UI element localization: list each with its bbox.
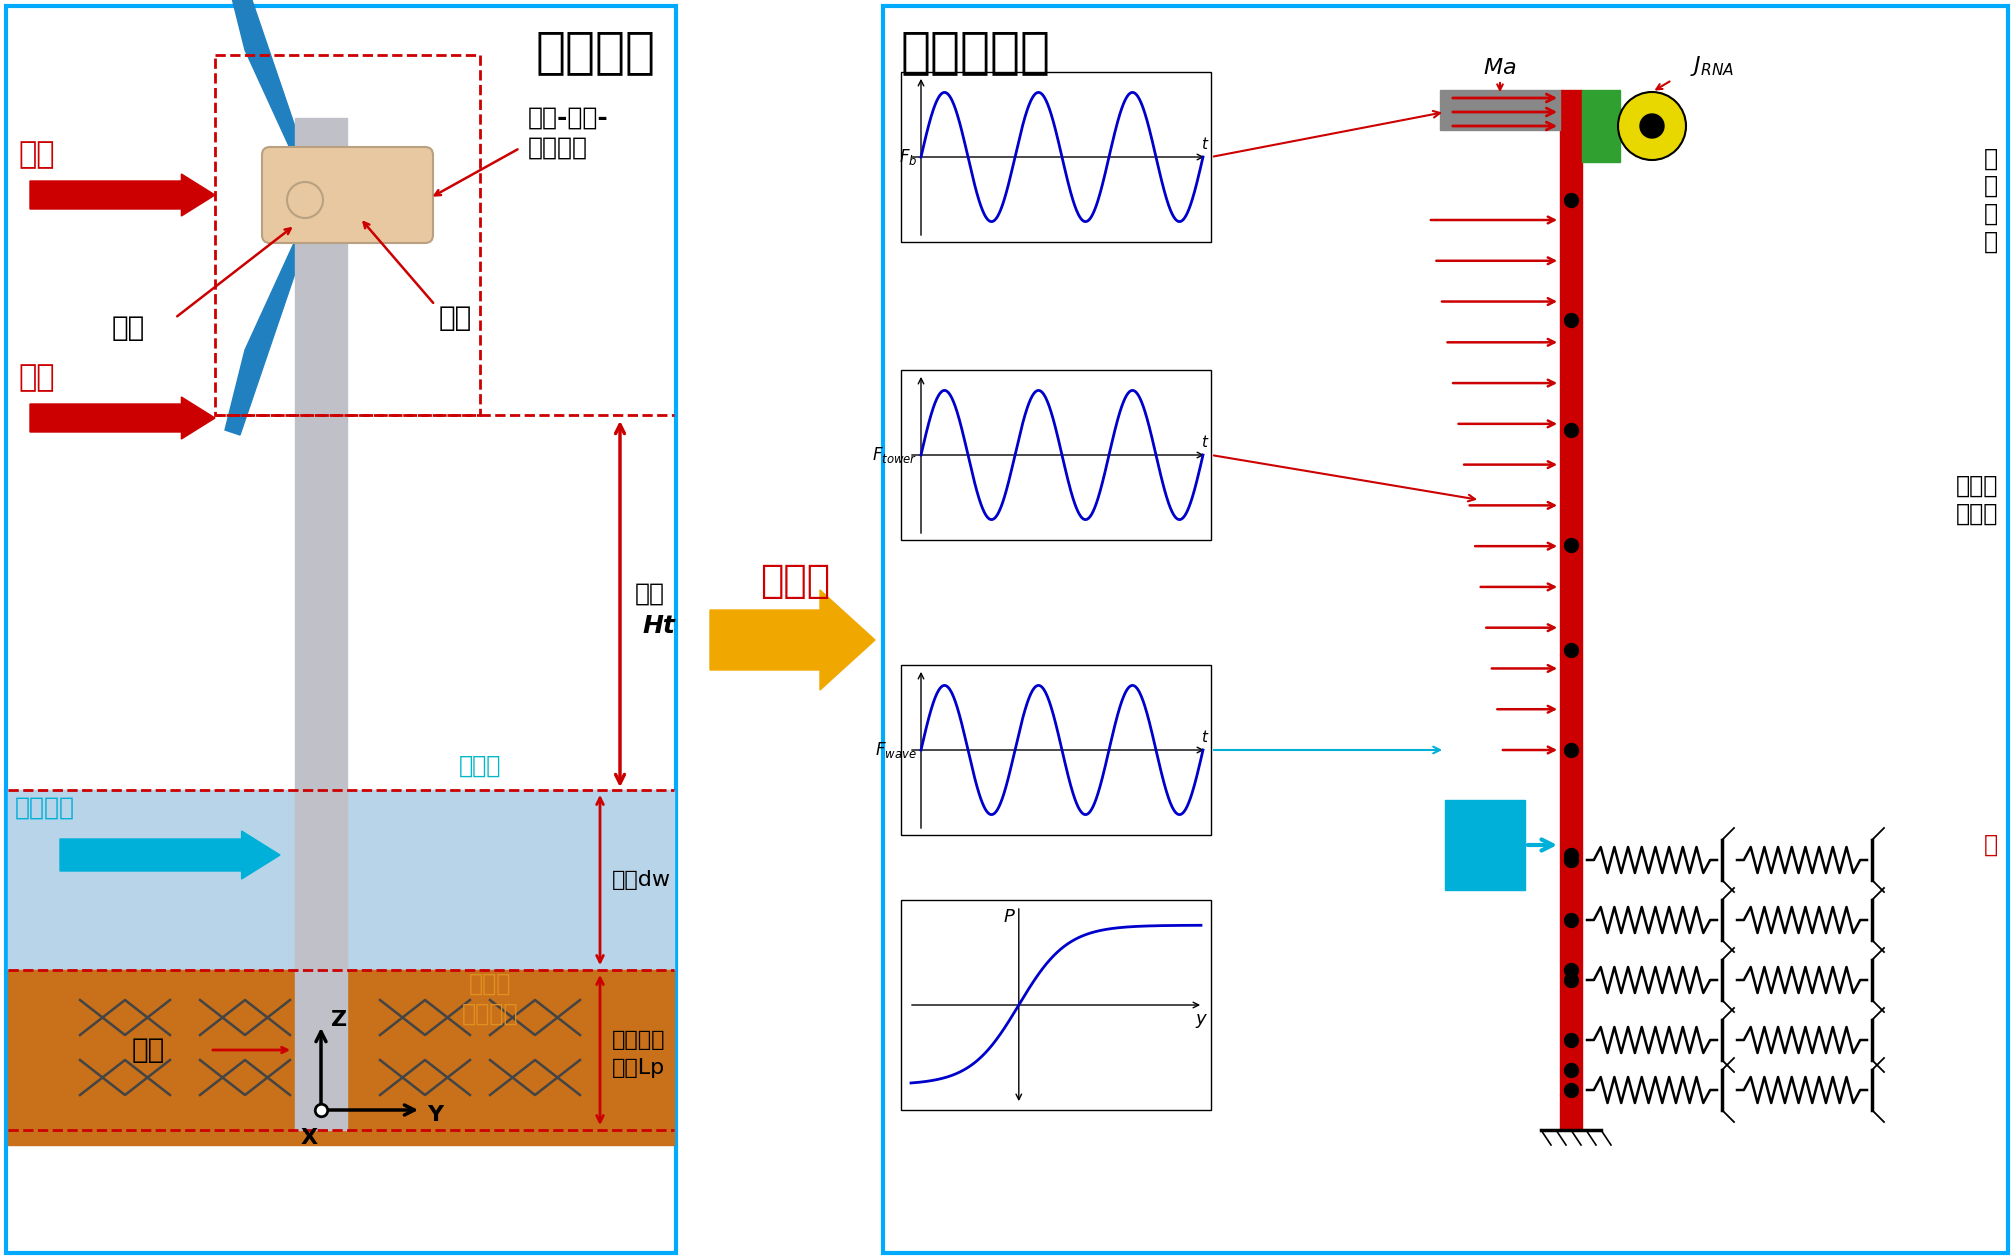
Text: 有限元模型: 有限元模型 xyxy=(900,28,1051,76)
Polygon shape xyxy=(226,230,306,436)
Bar xyxy=(1444,799,1525,890)
Bar xyxy=(900,72,1210,242)
Text: 挡
载
荷
倒: 挡 载 荷 倒 xyxy=(1984,146,1998,254)
Text: 舱体组合: 舱体组合 xyxy=(528,136,588,160)
Text: t: t xyxy=(1200,436,1206,449)
Text: 深: 深 xyxy=(1984,833,1998,857)
Text: 舱体: 舱体 xyxy=(439,303,471,332)
Bar xyxy=(1440,89,1561,130)
Bar xyxy=(900,370,1210,540)
Bar xyxy=(900,665,1210,835)
Text: $F_{tower}$: $F_{tower}$ xyxy=(872,444,916,465)
Text: 波浪载荷: 波浪载荷 xyxy=(14,796,75,820)
FancyArrow shape xyxy=(60,831,280,879)
Text: $Ma$: $Ma$ xyxy=(1484,58,1517,78)
Bar xyxy=(294,118,346,1131)
FancyArrow shape xyxy=(30,174,215,217)
Text: 离散化: 离散化 xyxy=(759,562,830,601)
Bar xyxy=(8,969,675,1144)
Bar xyxy=(8,789,675,969)
FancyArrow shape xyxy=(711,590,874,690)
Text: $J_{RNA}$: $J_{RNA}$ xyxy=(1690,54,1734,78)
Text: 海平面: 海平面 xyxy=(459,754,501,778)
Text: t: t xyxy=(1200,137,1206,152)
Circle shape xyxy=(288,183,322,218)
Text: Ht: Ht xyxy=(642,614,675,638)
Text: 深度Lp: 深度Lp xyxy=(612,1058,665,1078)
Circle shape xyxy=(1617,92,1686,160)
Bar xyxy=(900,900,1210,1110)
Text: t: t xyxy=(1200,730,1206,745)
Bar xyxy=(1561,89,1583,1131)
Text: X: X xyxy=(300,1128,318,1148)
Text: 单桩入泥: 单桩入泥 xyxy=(612,1030,665,1050)
Text: $F_b$: $F_b$ xyxy=(898,147,916,167)
Text: 载荷: 载荷 xyxy=(18,364,54,393)
Bar xyxy=(215,55,479,415)
Text: y: y xyxy=(1196,1010,1206,1029)
Text: 塔所受
风载荷: 塔所受 风载荷 xyxy=(1956,475,1998,526)
Text: 水深dw: 水深dw xyxy=(612,870,671,890)
Text: 塔高: 塔高 xyxy=(634,582,665,606)
Text: 轮毂: 轮毂 xyxy=(111,313,145,342)
FancyBboxPatch shape xyxy=(262,147,433,243)
Text: Y: Y xyxy=(427,1105,443,1126)
Text: P: P xyxy=(1003,908,1015,927)
Text: $F_{wave}$: $F_{wave}$ xyxy=(876,740,916,760)
Circle shape xyxy=(1639,115,1664,138)
Text: 单桩: 单桩 xyxy=(131,1036,165,1064)
Polygon shape xyxy=(226,0,306,170)
Text: 物理模型: 物理模型 xyxy=(536,28,657,76)
Polygon shape xyxy=(314,185,415,215)
Text: 风机-轮毂-: 风机-轮毂- xyxy=(528,106,608,130)
Text: 海底面: 海底面 xyxy=(469,972,512,996)
Bar xyxy=(1583,89,1619,162)
Bar xyxy=(882,6,2008,1253)
FancyArrow shape xyxy=(30,397,215,439)
Bar xyxy=(6,6,677,1253)
Text: （泥线）: （泥线） xyxy=(461,1002,518,1026)
Text: Z: Z xyxy=(330,1010,346,1030)
Text: 载荷: 载荷 xyxy=(18,141,54,170)
